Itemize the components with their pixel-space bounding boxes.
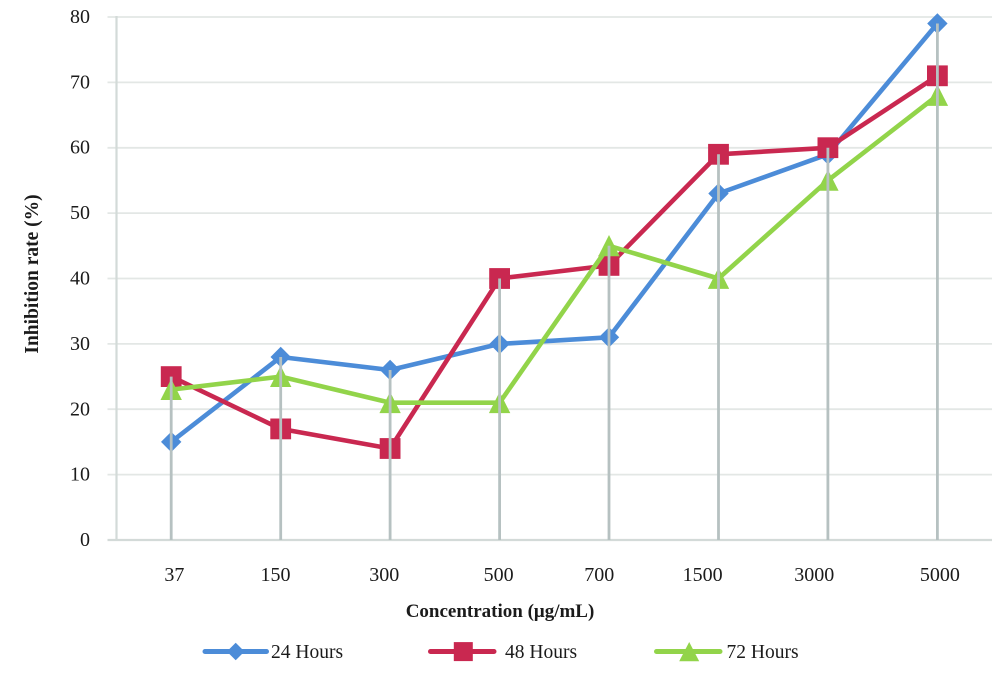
svg-text:700: 700 bbox=[584, 564, 614, 586]
svg-text:37: 37 bbox=[164, 564, 184, 586]
svg-text:72 Hours: 72 Hours bbox=[727, 642, 799, 663]
svg-text:150: 150 bbox=[261, 564, 291, 586]
svg-text:300: 300 bbox=[369, 564, 399, 586]
svg-text:30: 30 bbox=[70, 333, 90, 355]
svg-text:48 Hours: 48 Hours bbox=[505, 642, 577, 663]
svg-text:Inhibition rate (%): Inhibition rate (%) bbox=[22, 194, 43, 353]
svg-text:40: 40 bbox=[70, 268, 90, 290]
svg-text:500: 500 bbox=[484, 564, 514, 586]
svg-text:0: 0 bbox=[80, 529, 90, 551]
svg-text:Concentration (μg/mL): Concentration (μg/mL) bbox=[406, 601, 595, 622]
svg-text:3000: 3000 bbox=[794, 564, 834, 586]
svg-text:60: 60 bbox=[70, 137, 90, 159]
svg-text:1500: 1500 bbox=[683, 564, 723, 586]
svg-text:50: 50 bbox=[70, 202, 90, 224]
svg-text:10: 10 bbox=[70, 464, 90, 486]
svg-text:20: 20 bbox=[70, 398, 90, 420]
svg-text:5000: 5000 bbox=[920, 564, 960, 586]
svg-text:70: 70 bbox=[70, 71, 90, 93]
svg-text:24 Hours: 24 Hours bbox=[271, 642, 343, 663]
svg-text:80: 80 bbox=[70, 6, 90, 28]
